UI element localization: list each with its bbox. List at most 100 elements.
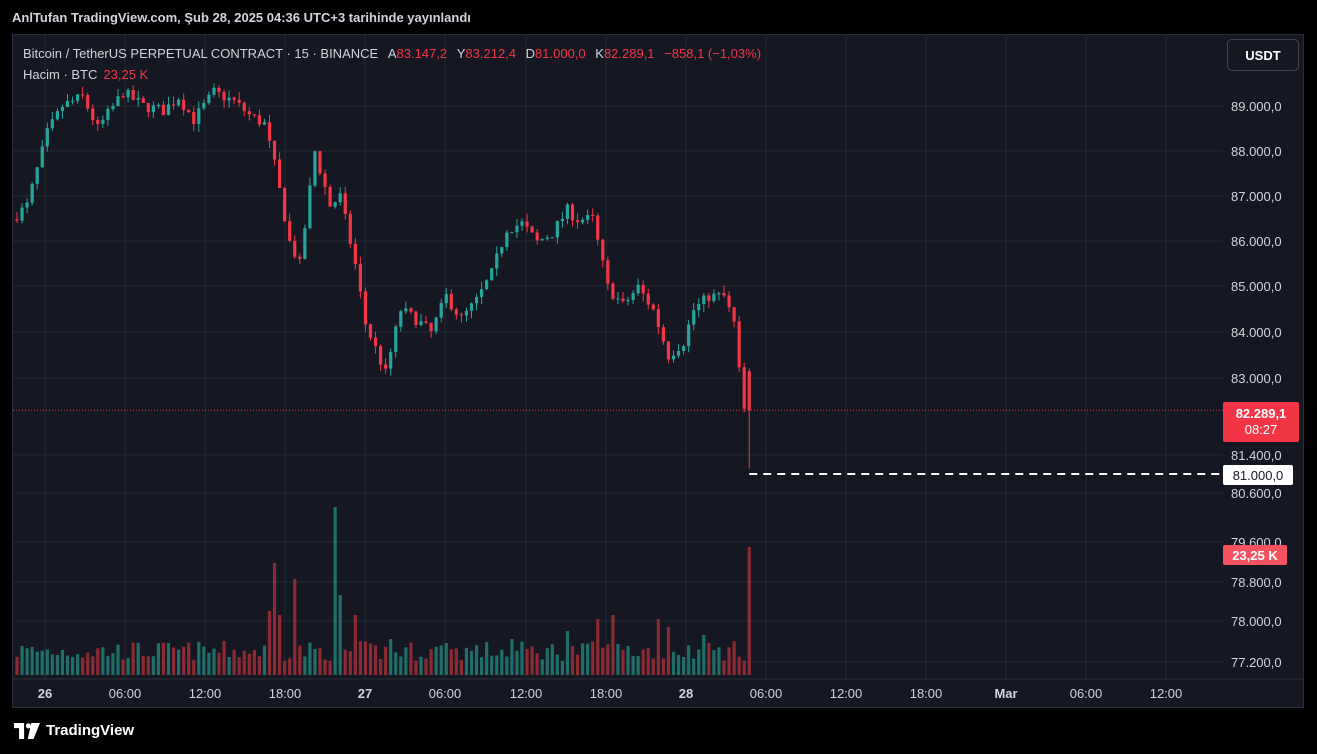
candle-body <box>591 214 595 216</box>
volume-bar <box>121 659 125 675</box>
volume-bar <box>257 656 261 675</box>
volume-bar <box>358 641 362 675</box>
close-label: K <box>595 46 604 61</box>
volume-bar <box>323 659 327 675</box>
candle-body <box>353 243 357 264</box>
volume-bar <box>424 658 428 675</box>
candle-body <box>81 94 85 96</box>
volume-bar <box>70 657 75 675</box>
time-tick-label: 18:00 <box>269 686 302 701</box>
volume-bar <box>272 563 277 675</box>
candle-body <box>384 364 388 369</box>
alert-price-tag[interactable]: 81.000,0 <box>1223 465 1293 485</box>
volume-bar <box>65 655 70 675</box>
candle-body <box>636 284 640 294</box>
candle-body <box>222 91 226 101</box>
candle-body <box>348 213 352 244</box>
candle-body <box>444 294 448 304</box>
candle-body <box>192 112 196 124</box>
volume-bar <box>459 659 463 675</box>
candle-body <box>278 159 282 188</box>
volume-bar <box>303 656 307 675</box>
candle-body <box>409 308 413 312</box>
candle-body <box>35 167 39 184</box>
volume-legend[interactable]: Hacim · BTC 23,25 K <box>23 67 148 82</box>
volume-bar <box>146 656 150 675</box>
volume-bar <box>384 646 388 675</box>
candle-body <box>227 97 231 101</box>
volume-bar <box>444 643 448 675</box>
candle-body <box>151 105 155 113</box>
volume-bar <box>50 654 54 675</box>
candle-body <box>469 303 474 311</box>
candle-body <box>419 321 423 325</box>
candle-body <box>389 351 393 369</box>
high-label: Y <box>456 46 466 61</box>
chart-pane[interactable]: 89.000,0 88.000,0 87.000,0 86.000,0 85.000,0… <box>12 34 1304 708</box>
candle-body <box>91 108 95 121</box>
candlestick-chart[interactable]: 89.000,0 88.000,0 87.000,0 86.000,0 85.000,0… <box>13 35 1303 707</box>
volume-bar <box>389 639 393 675</box>
price-tick-label: 88.000,0 <box>1231 144 1282 159</box>
candle-body <box>601 239 605 261</box>
volume-bar <box>262 645 267 675</box>
candle-body <box>515 225 519 233</box>
volume-bar <box>676 654 681 675</box>
candle-body <box>65 101 70 107</box>
volume-bar <box>480 657 484 675</box>
candle-body <box>560 218 564 222</box>
candle-body <box>586 214 590 220</box>
volume-bar <box>596 619 600 675</box>
volume-bar <box>293 579 297 675</box>
candle-body <box>500 247 504 254</box>
volume-bar <box>45 649 49 675</box>
volume-bar <box>500 649 504 675</box>
volume-bar <box>540 659 544 675</box>
currency-button[interactable]: USDT <box>1227 39 1299 71</box>
candle-body <box>15 219 19 221</box>
time-tick-label: 12:00 <box>830 686 863 701</box>
candle-body <box>166 104 171 116</box>
volume-bar <box>353 615 357 675</box>
footer-brand[interactable]: TradingView <box>14 722 134 739</box>
candle-body <box>136 98 140 100</box>
candle-body <box>171 104 176 106</box>
volume-bar <box>570 645 575 675</box>
candle-body <box>247 111 251 115</box>
volume-bar <box>368 643 373 675</box>
volume-bar <box>212 648 216 675</box>
price-tick-label: 78.800,0 <box>1231 575 1282 590</box>
candle-body <box>459 314 463 316</box>
candle-body <box>434 317 438 332</box>
time-tick-label: Mar <box>994 686 1017 701</box>
candle-body <box>237 99 241 103</box>
volume-bar <box>469 650 474 675</box>
candle-body <box>722 293 726 296</box>
volume-bar <box>318 648 322 675</box>
symbol-title[interactable]: Bitcoin / TetherUS PERPETUAL CONTRACT · … <box>23 46 379 61</box>
candle-body <box>161 104 166 116</box>
volume-price-tag: 23,25 K <box>1223 545 1287 565</box>
candle-body <box>283 187 287 222</box>
volume-bar <box>636 655 640 675</box>
candle-body <box>242 102 246 112</box>
volume-bar <box>25 648 29 675</box>
volume-bar <box>646 648 650 675</box>
volume-bar <box>727 647 731 675</box>
volume-bar <box>515 650 519 675</box>
candle-body <box>525 221 529 227</box>
open-value: 83.147,2 <box>396 46 448 61</box>
volume-bar <box>338 595 342 675</box>
volume-bar <box>712 650 716 675</box>
candle-body <box>343 193 347 214</box>
candle-body <box>666 341 671 360</box>
candle-body <box>454 309 458 315</box>
volume-bar <box>697 649 701 675</box>
time-tick-label: 06:00 <box>750 686 783 701</box>
candle-body <box>338 193 342 203</box>
candle-body <box>141 98 145 103</box>
volume-bar <box>333 507 337 675</box>
volume-bar <box>601 647 605 675</box>
symbol-legend[interactable]: Bitcoin / TetherUS PERPETUAL CONTRACT · … <box>23 46 761 61</box>
candle-body <box>368 324 373 338</box>
